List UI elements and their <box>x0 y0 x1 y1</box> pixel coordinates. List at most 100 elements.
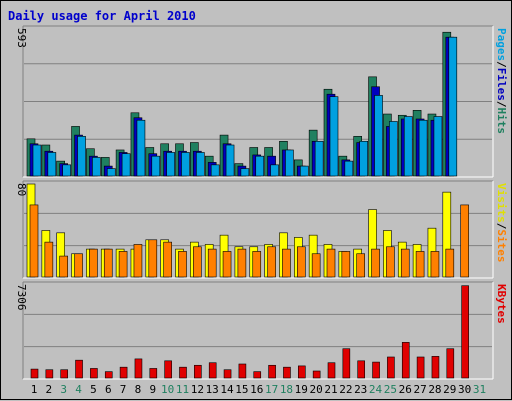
panel-kbytes: 7306 KBytes <box>15 281 508 380</box>
legend-entry: / <box>495 61 508 68</box>
day-label-29: 29 <box>443 383 456 396</box>
day-label-7: 7 <box>120 383 127 396</box>
day-label-17: 17 <box>265 383 278 396</box>
day-label-6: 6 <box>105 383 112 396</box>
bar-kbytes-day-18 <box>283 366 291 379</box>
bar-kbytes-day-25 <box>387 356 395 379</box>
bar-pages-day-7 <box>121 153 131 177</box>
bar-kbytes-day-26 <box>401 342 410 379</box>
day-label-25: 25 <box>384 383 397 396</box>
bar-sites-day-22 <box>341 251 351 278</box>
bar-sites-day-20 <box>311 253 321 278</box>
day-label-1: 1 <box>31 383 38 396</box>
bar-pages-day-27 <box>418 119 428 177</box>
bar-kbytes-day-15 <box>238 363 247 379</box>
legend-entry: Visits <box>495 183 508 223</box>
bar-kbytes-day-29 <box>446 348 455 379</box>
bar-pages-day-12 <box>196 152 205 177</box>
bar-pages-day-2 <box>47 152 57 177</box>
bar-sites-day-28 <box>430 251 440 278</box>
bar-sites-day-29 <box>445 248 455 278</box>
day-label-4: 4 <box>75 383 82 396</box>
day-label-21: 21 <box>324 383 337 396</box>
bar-pages-day-19 <box>299 165 309 177</box>
bar-pages-day-28 <box>433 116 443 177</box>
bar-kbytes-day-30 <box>461 285 469 379</box>
legend-entry: Hits <box>495 108 508 135</box>
day-label-2: 2 <box>46 383 53 396</box>
side-legend-kbytes: KBytes <box>495 284 508 324</box>
day-label-22: 22 <box>339 383 352 396</box>
bar-sites-day-23 <box>356 253 366 278</box>
bar-pages-day-3 <box>62 164 72 177</box>
day-label-15: 15 <box>235 383 248 396</box>
bar-sites-day-9 <box>148 239 158 278</box>
day-label-20: 20 <box>310 383 323 396</box>
bar-pages-day-25 <box>389 121 398 177</box>
y-max-label: 593 <box>15 28 28 48</box>
bar-sites-day-1 <box>29 204 39 278</box>
bar-sites-day-14 <box>222 251 232 278</box>
side-legend-visits: Visits/Sites <box>495 183 508 263</box>
bar-sites-day-3 <box>59 255 69 278</box>
bar-pages-day-4 <box>77 136 86 177</box>
bar-kbytes-day-12 <box>194 364 202 379</box>
day-axis: 1 2 3 4 5 6 7 8 9 10 11 12 13 14 15 16 17 18 19 20 21 22 23 24 2… <box>31 383 486 396</box>
bar-kbytes-day-16 <box>253 371 262 379</box>
bar-sites-day-21 <box>326 248 336 278</box>
bar-sites-day-6 <box>103 248 113 278</box>
bar-pages-day-26 <box>403 116 413 177</box>
day-label-8: 8 <box>135 383 142 396</box>
bar-kbytes-day-17 <box>268 364 276 379</box>
day-label-24: 24 <box>369 383 383 396</box>
bar-kbytes-day-7 <box>119 366 128 379</box>
day-label-18: 18 <box>280 383 293 396</box>
bar-kbytes-day-23 <box>357 360 366 379</box>
legend-entry: Files <box>495 68 508 101</box>
day-label-30: 30 <box>458 383 471 396</box>
bar-sites-day-19 <box>296 246 306 278</box>
bar-pages-day-24 <box>374 95 383 177</box>
bar-sites-day-24 <box>371 248 380 278</box>
day-label-5: 5 <box>90 383 97 396</box>
bar-kbytes-day-5 <box>90 368 98 379</box>
day-label-16: 16 <box>250 383 263 396</box>
bar-kbytes-day-10 <box>164 360 172 379</box>
bar-pages-day-9 <box>151 155 161 177</box>
chart-title: Daily usage for April 2010 <box>8 9 196 23</box>
bar-kbytes-day-4 <box>75 359 83 379</box>
panel-hits: 593 Pages/Files/Hits <box>15 25 508 178</box>
bar-pages-day-10 <box>166 152 175 177</box>
bar-pages-day-21 <box>329 96 339 177</box>
bar-kbytes-day-24 <box>372 361 380 379</box>
bar-kbytes-day-22 <box>342 348 351 379</box>
bar-kbytes-day-19 <box>297 365 306 379</box>
bar-sites-day-7 <box>118 251 128 278</box>
day-label-28: 28 <box>428 383 441 396</box>
side-legend-hits: Pages/Files/Hits <box>495 28 508 134</box>
bar-sites-day-16 <box>252 251 262 278</box>
bar-kbytes-day-1 <box>30 368 39 379</box>
bar-kbytes-day-20 <box>312 370 321 379</box>
bar-sites-day-4 <box>74 253 83 278</box>
bar-kbytes-day-2 <box>45 369 54 379</box>
y-max-label: 80 <box>15 183 28 196</box>
bar-pages-day-8 <box>136 119 146 177</box>
bar-pages-day-22 <box>344 160 354 177</box>
bar-sites-day-12 <box>193 246 202 278</box>
bar-sites-day-27 <box>415 251 425 278</box>
bar-pages-day-14 <box>225 144 235 177</box>
bar-kbytes-day-14 <box>223 369 232 379</box>
day-label-3: 3 <box>60 383 67 396</box>
bar-kbytes-day-11 <box>179 366 187 379</box>
bar-sites-day-5 <box>89 248 98 278</box>
legend-entry: KBytes <box>495 284 508 324</box>
bar-pages-day-29 <box>448 36 458 177</box>
bar-kbytes-day-27 <box>416 356 425 379</box>
bar-sites-day-26 <box>400 248 410 278</box>
bar-kbytes-day-3 <box>60 369 69 379</box>
y-max-label: 7306 <box>15 284 28 311</box>
